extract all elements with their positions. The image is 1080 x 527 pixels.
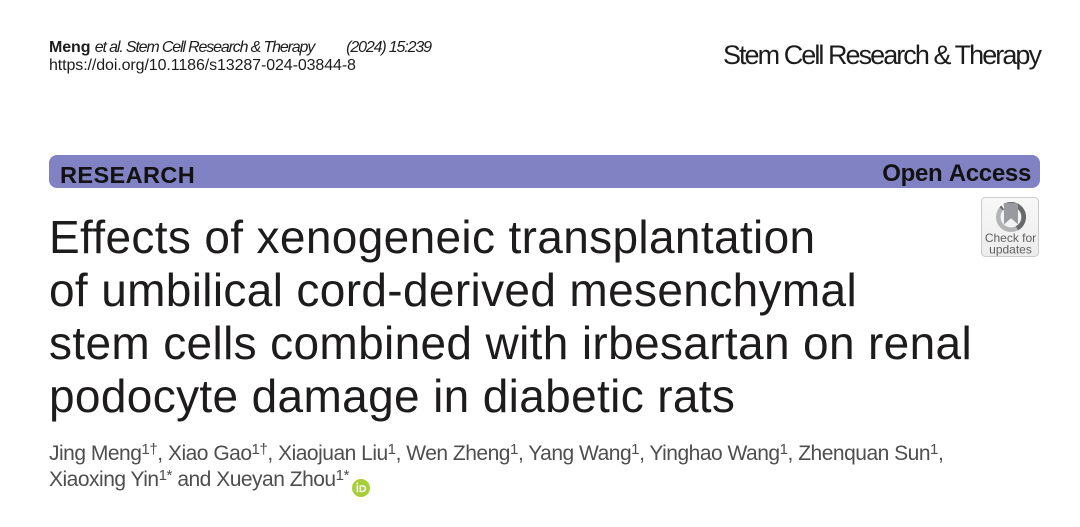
svg-text:updates: updates	[989, 243, 1032, 257]
svg-text:Check for: Check for	[985, 231, 1036, 245]
